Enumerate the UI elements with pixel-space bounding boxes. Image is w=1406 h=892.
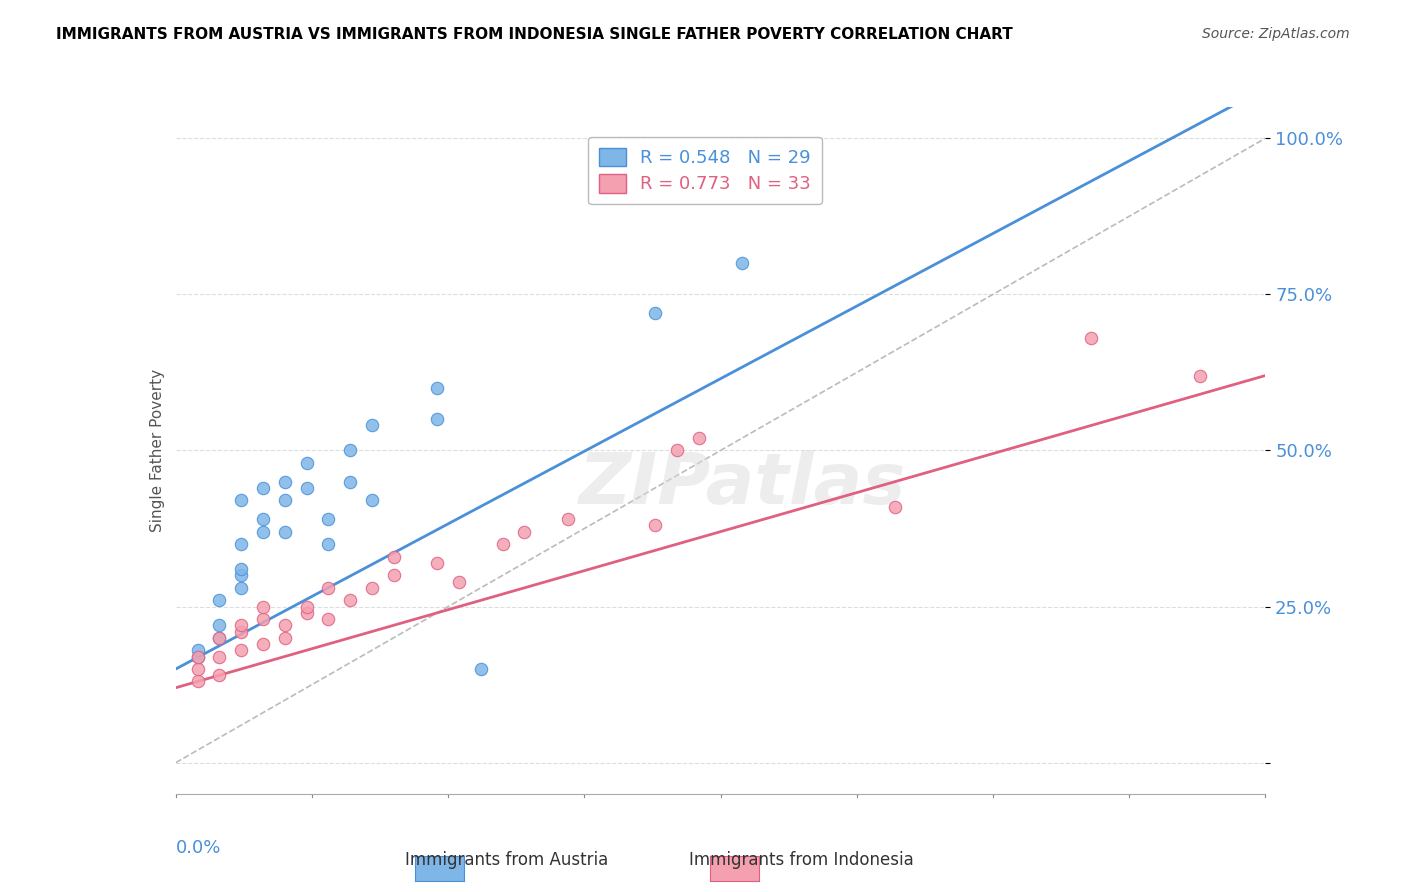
Point <box>231 624 253 639</box>
Text: Immigrants from Indonesia: Immigrants from Indonesia <box>689 851 914 869</box>
Point <box>295 599 318 614</box>
Point <box>231 581 253 595</box>
Point <box>666 443 689 458</box>
Point <box>557 512 579 526</box>
Text: 0.0%: 0.0% <box>176 838 221 856</box>
Point <box>731 256 754 270</box>
Point <box>186 662 209 676</box>
Point <box>231 537 253 551</box>
Point <box>208 631 231 645</box>
Point <box>295 481 318 495</box>
Point <box>339 593 361 607</box>
Point <box>318 612 340 626</box>
Point <box>360 493 382 508</box>
Point <box>295 456 318 470</box>
Point <box>252 524 274 539</box>
Point <box>470 662 492 676</box>
Point <box>513 524 536 539</box>
Y-axis label: Single Father Poverty: Single Father Poverty <box>149 369 165 532</box>
Point <box>1080 331 1102 345</box>
Point <box>447 574 470 589</box>
Point <box>208 593 231 607</box>
Point <box>208 631 231 645</box>
Point <box>274 493 297 508</box>
Point <box>186 674 209 689</box>
Point <box>274 618 297 632</box>
Point <box>274 475 297 489</box>
Point <box>295 606 318 620</box>
Point <box>231 643 253 657</box>
Text: IMMIGRANTS FROM AUSTRIA VS IMMIGRANTS FROM INDONESIA SINGLE FATHER POVERTY CORRE: IMMIGRANTS FROM AUSTRIA VS IMMIGRANTS FR… <box>56 27 1012 42</box>
Point <box>382 568 405 582</box>
Point <box>318 581 340 595</box>
Point <box>231 568 253 582</box>
Point <box>318 512 340 526</box>
Point <box>274 631 297 645</box>
Point <box>492 537 515 551</box>
Point <box>231 618 253 632</box>
Point <box>318 537 340 551</box>
Point <box>208 649 231 664</box>
Point <box>252 481 274 495</box>
Point <box>231 493 253 508</box>
Point <box>186 649 209 664</box>
Point <box>360 581 382 595</box>
Point <box>426 412 449 426</box>
Text: Source: ZipAtlas.com: Source: ZipAtlas.com <box>1202 27 1350 41</box>
Point <box>252 599 274 614</box>
Point <box>339 475 361 489</box>
Point <box>426 556 449 570</box>
Point <box>186 643 209 657</box>
Point <box>208 618 231 632</box>
Point <box>231 562 253 576</box>
Point <box>339 443 361 458</box>
Point <box>426 381 449 395</box>
Legend: R = 0.548   N = 29, R = 0.773   N = 33: R = 0.548 N = 29, R = 0.773 N = 33 <box>588 136 823 204</box>
Point <box>644 306 666 320</box>
Point <box>688 431 710 445</box>
Point <box>208 668 231 682</box>
Point <box>1189 368 1212 383</box>
Point <box>644 518 666 533</box>
Point <box>274 524 297 539</box>
Point <box>252 512 274 526</box>
Point <box>252 612 274 626</box>
Point <box>884 500 907 514</box>
Text: Immigrants from Austria: Immigrants from Austria <box>405 851 607 869</box>
Point <box>360 418 382 433</box>
Point <box>252 637 274 651</box>
Point <box>382 549 405 564</box>
Text: ZIPatlas: ZIPatlas <box>579 450 905 519</box>
Point <box>186 649 209 664</box>
